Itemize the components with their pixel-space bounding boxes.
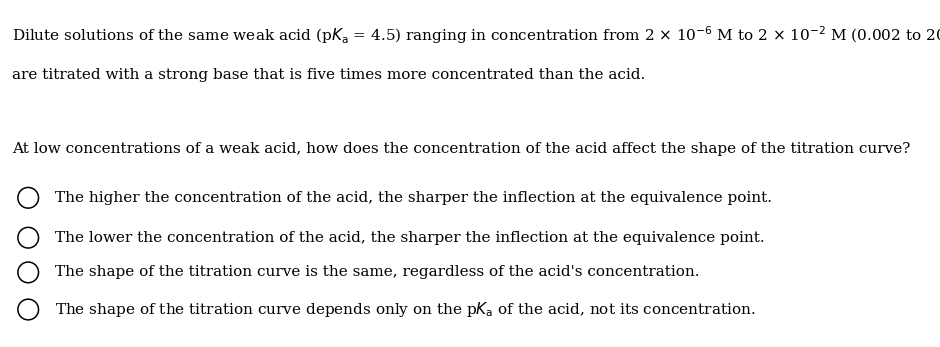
Text: The higher the concentration of the acid, the sharper the inflection at the equi: The higher the concentration of the acid… <box>55 191 772 205</box>
Text: At low concentrations of a weak acid, how does the concentration of the acid aff: At low concentrations of a weak acid, ho… <box>12 142 911 156</box>
Text: The lower the concentration of the acid, the sharper the inflection at the equiv: The lower the concentration of the acid,… <box>55 231 764 245</box>
Text: The shape of the titration curve depends only on the p$K_\mathrm{a}$ of the acid: The shape of the titration curve depends… <box>55 300 755 319</box>
Text: are titrated with a strong base that is five times more concentrated than the ac: are titrated with a strong base that is … <box>12 68 646 82</box>
Text: The shape of the titration curve is the same, regardless of the acid's concentra: The shape of the titration curve is the … <box>55 265 699 279</box>
Text: Dilute solutions of the same weak acid (p$K_\mathrm{a}$ = 4.5) ranging in concen: Dilute solutions of the same weak acid (… <box>12 24 940 46</box>
